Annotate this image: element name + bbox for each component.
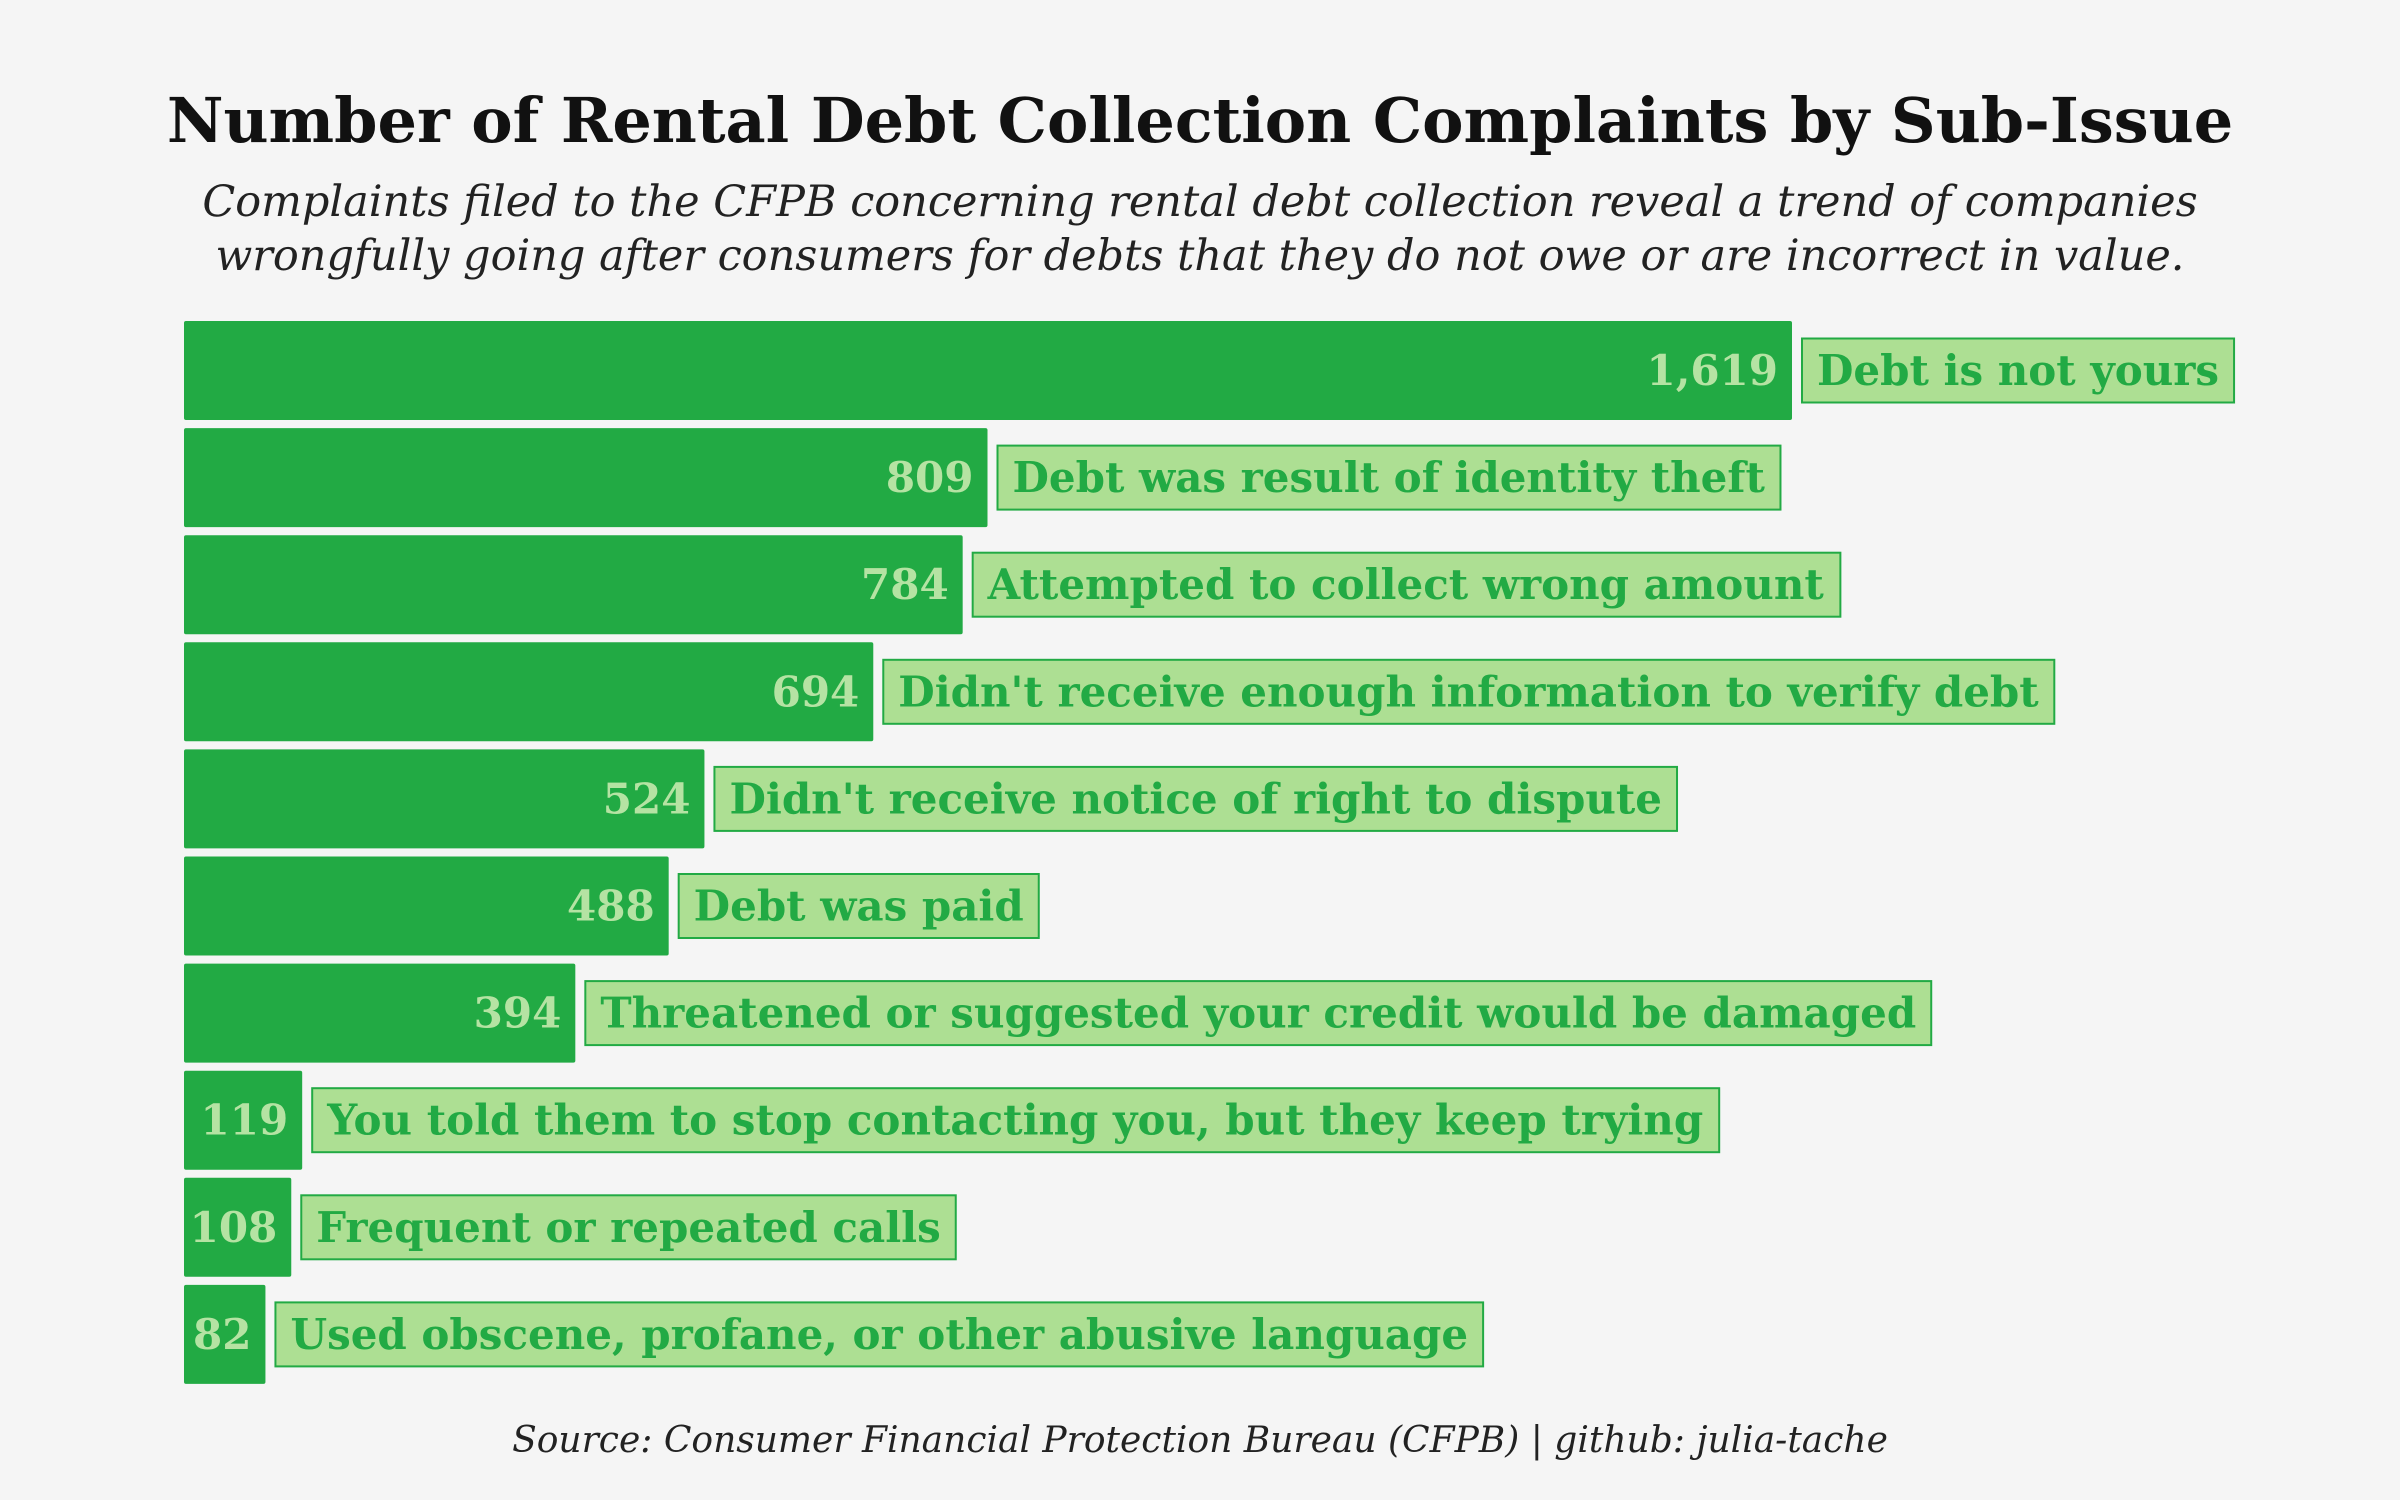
category-label-box [584,980,1933,1047]
category-label: Didn't receive notice of right to disput… [713,765,1679,832]
bar [184,428,988,528]
chart-subtitle-line-1: Complaints filed to the CFPB concerning … [202,177,2198,227]
category-label-box [677,873,1040,939]
bar [184,856,669,956]
bar-value-label: 488 [567,882,655,931]
chart-subtitle-line-2: wrongfully going after consumers for deb… [215,231,2185,281]
bar [184,1177,292,1277]
chart-source: Source: Consumer Financial Protection Bu… [512,1420,1888,1461]
chart-subtitle: Complaints filed to the CFPB concerning … [0,175,2400,283]
chart-title: Number of Rental Debt Collection Complai… [166,84,2234,157]
bar [184,321,1792,420]
bar-value-label: 394 [474,989,562,1038]
bar-value-label: 82 [193,1310,251,1359]
category-label: Threatened or suggested your credit woul… [584,980,1933,1047]
category-label-text: Threatened or suggested your credit woul… [600,989,1916,1038]
category-label-text: Frequent or repeated calls [316,1203,940,1252]
category-label-text: Debt is not yours [1817,346,2219,395]
category-label-box [971,551,1842,618]
category-label: Attempted to collect wrong amount [971,551,1842,618]
category-label-text: Didn't receive notice of right to disput… [729,774,1662,823]
bar-value-label: 809 [886,453,974,502]
category-label: Debt is not yours [1801,337,2236,404]
category-label: Used obscene, profane, or other abusive … [274,1301,1485,1368]
bar-value-label: 784 [861,560,949,609]
bar-value-label: 694 [772,667,860,716]
category-label-box [882,658,2056,725]
bar-value-label: 524 [603,774,691,823]
category-label: Frequent or repeated calls [300,1194,957,1261]
category-label: Debt was result of identity theft [996,444,1782,511]
category-label-box [300,1194,957,1261]
bar [184,749,705,849]
bar [184,535,963,635]
category-label-text: Didn't receive enough information to ver… [898,667,2039,716]
category-label-box [311,1087,1721,1154]
category-label-text: Debt was result of identity theft [1013,453,1766,502]
bar [184,1284,266,1384]
category-label-text: Debt was paid [694,882,1024,931]
category-label: Didn't receive enough information to ver… [882,658,2056,725]
bar-value-label: 108 [190,1203,278,1252]
category-label-text: You told them to stop contacting you, bu… [326,1096,1703,1145]
category-label: You told them to stop contacting you, bu… [311,1087,1721,1154]
bar [184,642,874,742]
category-label: Debt was paid [677,873,1040,939]
bar-value-label: 119 [201,1096,289,1145]
category-label-text: Used obscene, profane, or other abusive … [290,1310,1468,1359]
bar [184,963,576,1063]
category-label-box [1801,337,2236,404]
bar-value-label: 1,619 [1646,346,1778,395]
category-label-text: Attempted to collect wrong amount [987,560,1825,609]
bar [184,1070,303,1170]
category-label-box [996,444,1782,511]
category-label-box [713,765,1679,832]
category-label-box [274,1301,1485,1368]
